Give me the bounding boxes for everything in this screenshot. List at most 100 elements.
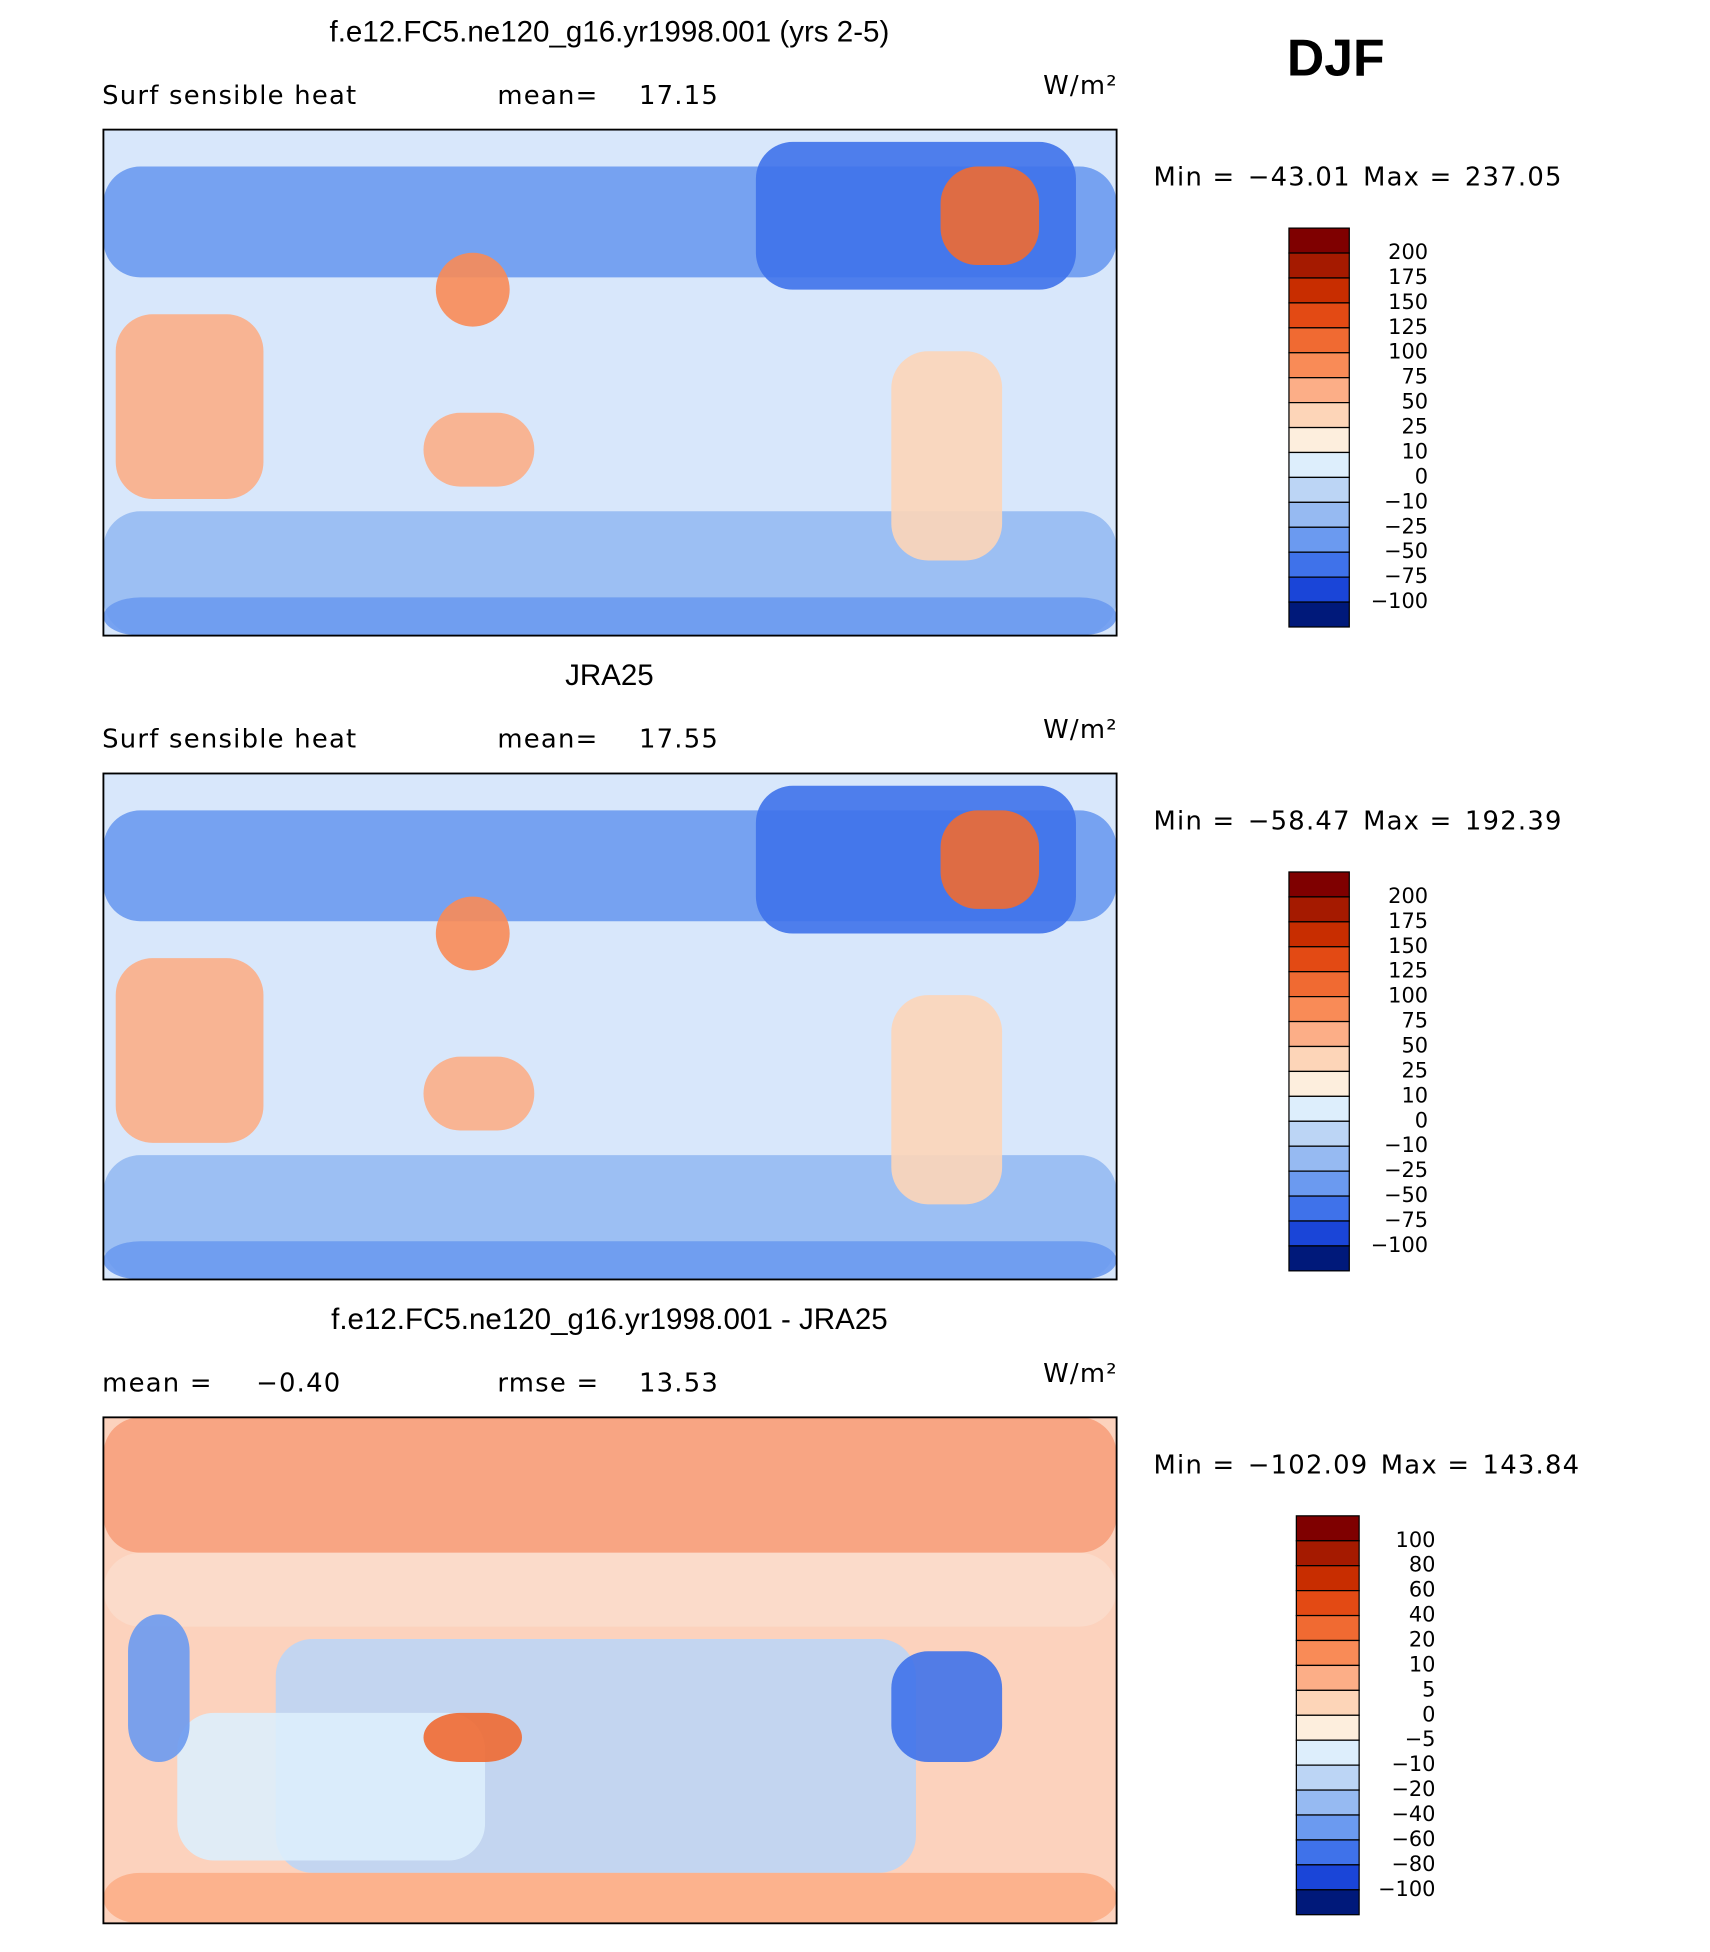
map — [102, 128, 1118, 637]
colorbar-box — [1288, 1120, 1350, 1147]
colorbar-box — [1295, 1889, 1360, 1916]
colorbar-box — [1295, 1864, 1360, 1891]
colorbar-label: −60 — [1391, 1827, 1435, 1851]
colorbar-label: −100 — [1378, 1877, 1435, 1901]
min-max: Min = −102.09 Max = 143.84 — [1154, 1450, 1581, 1480]
map-region — [128, 1614, 190, 1763]
max-label: Max = — [1363, 162, 1452, 192]
units: W/m² — [1043, 1359, 1118, 1389]
map-region — [891, 995, 1003, 1205]
colorbar-label: −5 — [1405, 1727, 1436, 1751]
colorbar-box — [1288, 1170, 1350, 1197]
panel-title: JRA25 — [565, 659, 654, 692]
colorbar-label: 0 — [1422, 1702, 1435, 1726]
max-label: Max = — [1363, 806, 1452, 836]
colorbar-label: −20 — [1391, 1777, 1435, 1801]
panel-title: f.e12.FC5.ne120_g16.yr1998.001 - JRA25 — [331, 1303, 888, 1336]
colorbar-box — [1288, 576, 1350, 603]
map — [102, 772, 1118, 1281]
stat-value: 17.55 — [639, 725, 719, 755]
colorbar-label: −100 — [1371, 1233, 1428, 1257]
colorbar-box — [1295, 1664, 1360, 1691]
colorbar-label: 50 — [1401, 390, 1428, 414]
stat-value: 13.53 — [639, 1369, 719, 1399]
colorbar-label: 150 — [1388, 934, 1428, 958]
colorbar-label: 40 — [1409, 1603, 1436, 1627]
colorbar-box — [1295, 1540, 1360, 1567]
colorbar-box — [1288, 227, 1350, 254]
colorbar-label: −10 — [1384, 1133, 1428, 1157]
units: W/m² — [1043, 715, 1118, 745]
colorbar-box — [1295, 1590, 1360, 1617]
panel-title: f.e12.FC5.ne120_g16.yr1998.001 (yrs 2-5) — [329, 15, 889, 48]
colorbar-box — [1295, 1789, 1360, 1816]
stat-label: mean= — [497, 81, 598, 111]
colorbar-label: −40 — [1391, 1802, 1435, 1826]
season: DJF — [1287, 29, 1385, 87]
colorbar-box — [1295, 1689, 1360, 1716]
colorbar-box — [1295, 1814, 1360, 1841]
colorbar-box — [1288, 476, 1350, 503]
map-frame — [102, 1416, 1118, 1925]
max-label: Max = — [1381, 1450, 1470, 1480]
colorbar-box — [1295, 1839, 1360, 1866]
min-max: Min = −58.47 Max = 192.39 — [1154, 806, 1563, 836]
max: 143.84 — [1483, 1450, 1581, 1480]
colorbar-label: 50 — [1401, 1033, 1428, 1057]
colorbar-box — [1295, 1714, 1360, 1741]
map-region — [103, 597, 1117, 636]
stat-label: mean = — [102, 1369, 213, 1399]
colorbar-label: 175 — [1388, 909, 1428, 933]
colorbar-label: 75 — [1401, 1009, 1428, 1033]
stat-label: Surf sensible heat — [102, 81, 357, 111]
colorbar-box — [1288, 277, 1350, 304]
colorbar-label: 0 — [1415, 1108, 1428, 1132]
colorbar-box — [1288, 1020, 1350, 1048]
colorbar-box — [1295, 1565, 1360, 1592]
min-max: Min = −43.01 Max = 237.05 — [1154, 162, 1563, 192]
stat-label: Surf sensible heat — [102, 725, 357, 755]
colorbar-label: 125 — [1388, 315, 1428, 339]
colorbar-box — [1288, 1095, 1350, 1122]
map-frame — [102, 128, 1118, 637]
map-region — [423, 1712, 522, 1763]
colorbar-label: 75 — [1401, 365, 1428, 389]
map-region — [435, 896, 510, 971]
stat-label: mean= — [497, 725, 598, 755]
colorbar-box — [1295, 1614, 1360, 1642]
colorbar-box — [1288, 896, 1350, 923]
colorbar-label: 100 — [1388, 984, 1428, 1008]
max: 237.05 — [1465, 162, 1563, 192]
colorbar-box — [1288, 377, 1350, 404]
map-region — [103, 1417, 1117, 1553]
colorbar-label: 10 — [1401, 439, 1428, 463]
map-frame — [102, 772, 1118, 1281]
colorbar-label: 175 — [1388, 265, 1428, 289]
colorbar-label: 100 — [1388, 340, 1428, 364]
colorbar-label: −50 — [1384, 1183, 1428, 1207]
colorbar-box — [1295, 1764, 1360, 1791]
colorbar-label: −100 — [1371, 589, 1428, 613]
colorbar-box — [1295, 1515, 1360, 1542]
colorbar-box — [1288, 1070, 1350, 1097]
colorbar-box — [1288, 996, 1350, 1023]
map-region — [423, 412, 535, 487]
colorbar-label: 80 — [1409, 1553, 1436, 1577]
min-label: Min = — [1154, 806, 1236, 836]
stat-value: −0.40 — [256, 1369, 341, 1399]
colorbar-box — [1288, 401, 1350, 429]
map-region — [423, 1056, 535, 1131]
colorbar-box — [1288, 871, 1350, 898]
colorbar-box — [1288, 1145, 1350, 1172]
colorbar-box — [1288, 352, 1350, 379]
colorbar-box — [1288, 551, 1350, 578]
colorbar-box — [1288, 921, 1350, 948]
colorbar-label: 60 — [1409, 1578, 1436, 1602]
colorbar-box — [1288, 327, 1350, 354]
colorbar-label: −25 — [1384, 514, 1428, 538]
colorbar-label: 5 — [1422, 1677, 1435, 1701]
colorbar-label: 25 — [1401, 1058, 1428, 1082]
colorbar-label: 0 — [1415, 464, 1428, 488]
map-region — [891, 1651, 1003, 1763]
